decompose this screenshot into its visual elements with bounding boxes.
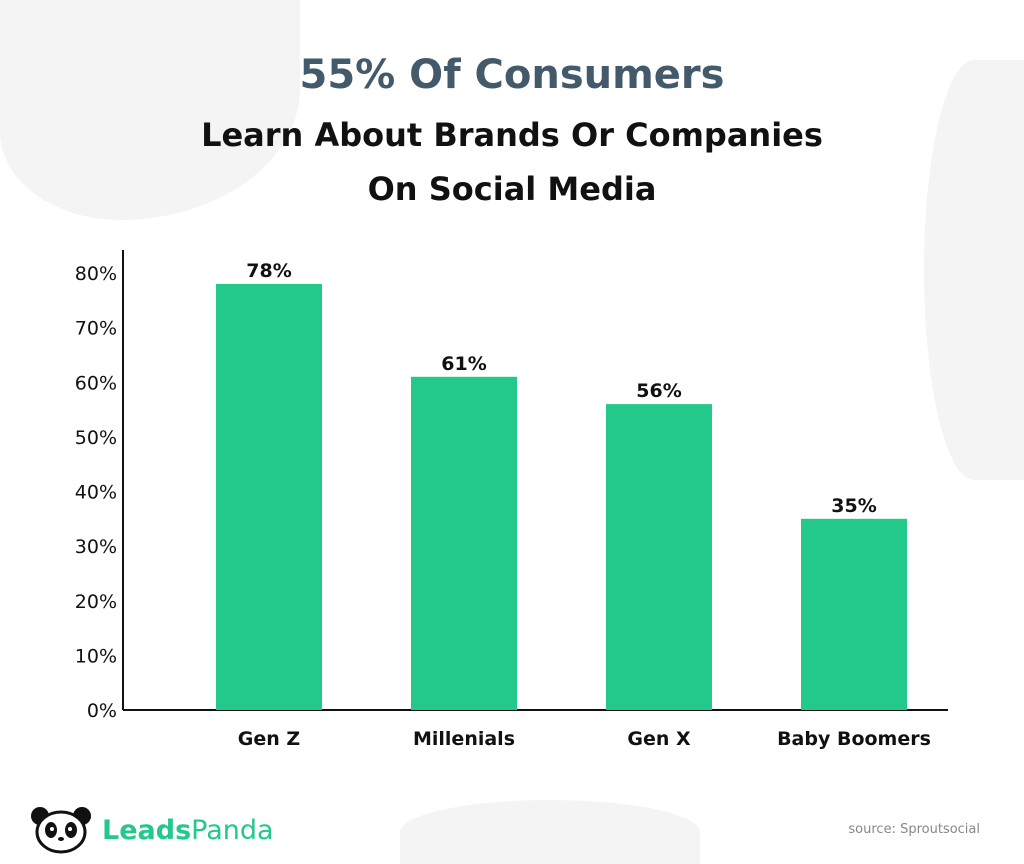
y-tick-label: 10% (75, 645, 117, 667)
y-tick-label: 60% (75, 372, 117, 394)
x-tick-label: Gen X (627, 728, 691, 750)
logo: LeadsPanda (30, 806, 274, 854)
bar (801, 518, 907, 710)
x-tick-label: Baby Boomers (777, 728, 931, 750)
y-tick-label: 30% (75, 536, 117, 558)
y-tick-label: 40% (75, 482, 117, 504)
bg-blob (924, 60, 1024, 480)
bar (411, 376, 517, 710)
y-tick-label: 20% (75, 591, 117, 613)
brand-light: Panda (191, 814, 274, 846)
bg-blob (400, 800, 700, 864)
y-tick-label: 50% (75, 427, 117, 449)
bar (216, 283, 322, 710)
chart-subtitle-1: Learn About Brands Or Companies (201, 116, 823, 154)
data-label: 35% (831, 495, 876, 517)
x-tick-label: Millenials (413, 728, 515, 750)
data-label: 61% (441, 353, 486, 375)
y-tick-label: 80% (75, 263, 117, 285)
chart-subtitle-2: On Social Media (367, 170, 657, 208)
bar (606, 404, 712, 710)
chart-headline: 55% Of Consumers (299, 52, 725, 98)
brand-bold: Leads (102, 814, 192, 846)
data-label: 56% (636, 380, 681, 402)
panda-icon (31, 807, 91, 854)
y-tick-label: 70% (75, 318, 117, 340)
y-tick-label: 0% (87, 700, 117, 722)
x-tick-label: Gen Z (238, 728, 300, 750)
source-note: source: Sproutsocial (848, 822, 980, 837)
data-label: 78% (246, 260, 291, 282)
